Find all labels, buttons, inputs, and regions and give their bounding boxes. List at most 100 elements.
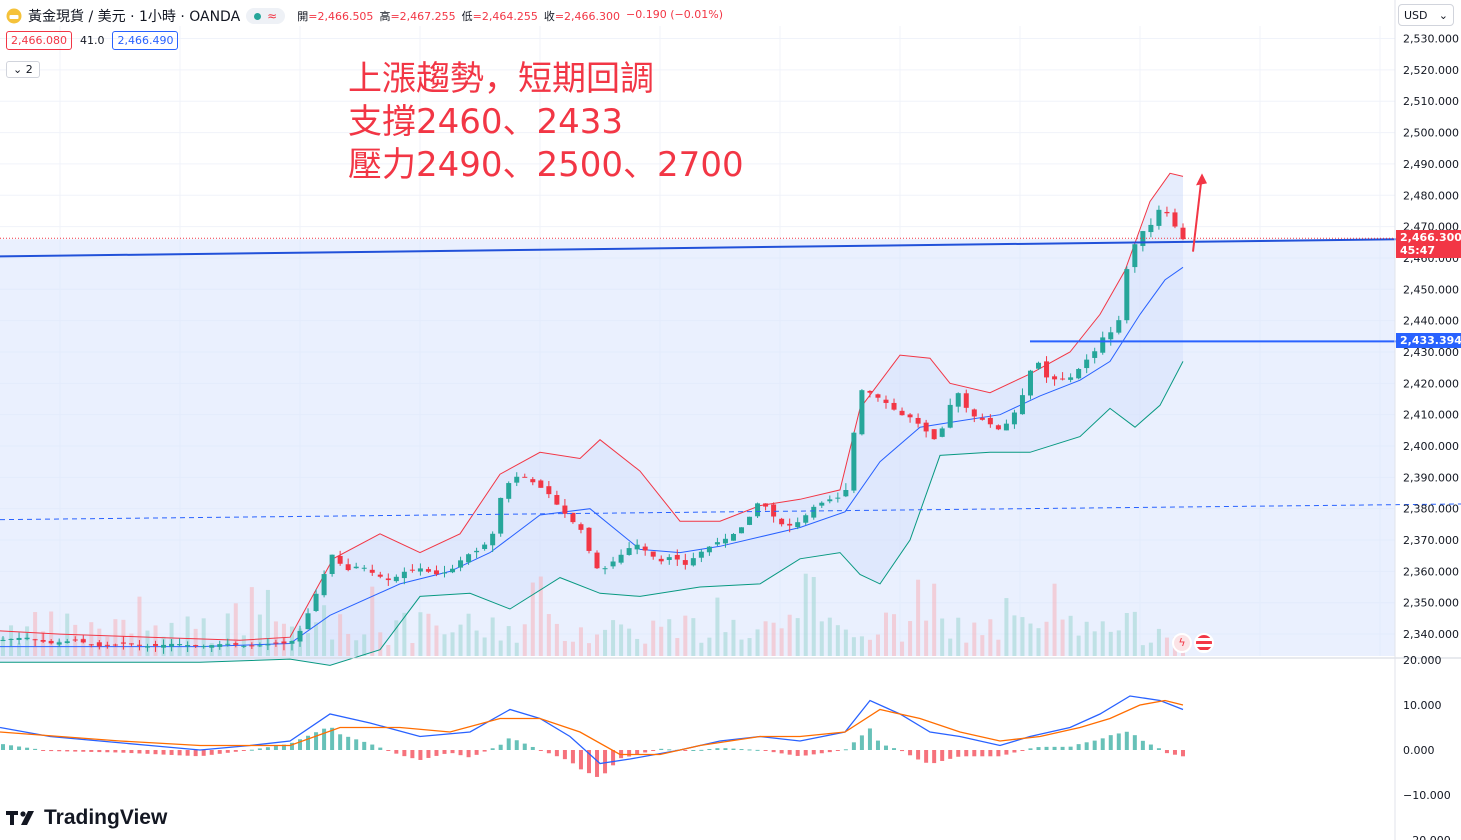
volume-bar: [370, 586, 375, 656]
macd-histogram-bar: [49, 750, 54, 752]
volume-bar: [113, 619, 118, 656]
tradingview-logo[interactable]: TradingView: [6, 806, 167, 830]
candle-body: [161, 644, 167, 648]
market-open-dot: [254, 12, 262, 20]
volume-bar: [875, 634, 880, 656]
candle-body: [1011, 412, 1017, 425]
macd-histogram-bar: [643, 750, 648, 753]
candle-body: [104, 644, 110, 646]
last-price-value: 2,466.300: [1400, 231, 1461, 245]
macd-histogram-bar: [1108, 735, 1113, 750]
candle-body: [169, 643, 175, 647]
indicator-toggle-button[interactable]: ⌄ 2: [6, 61, 40, 78]
macd-histogram-bar: [322, 728, 327, 750]
macd-histogram-bar: [924, 750, 929, 763]
macd-histogram-bar: [506, 738, 511, 750]
trendline-dashed[interactable]: [0, 503, 1461, 521]
lightning-icon[interactable]: ϟ: [1172, 633, 1192, 653]
candle-body: [690, 558, 696, 566]
up-arrow-annotation: [1192, 173, 1207, 252]
volume-bar: [819, 621, 824, 656]
volume-bar: [675, 637, 680, 656]
candle-body: [32, 639, 38, 641]
volume-bar: [651, 620, 656, 656]
volume-bar: [908, 621, 913, 656]
us-flag-icon[interactable]: [1194, 633, 1214, 653]
sell-price-button[interactable]: 2,466.080: [6, 31, 72, 50]
macd-histogram-bar: [595, 750, 600, 777]
volume-bar: [900, 641, 905, 656]
macd-histogram-bar: [996, 750, 1001, 757]
candle-body: [859, 390, 865, 435]
macd-histogram-bar: [41, 750, 46, 751]
price-tick-label: 2,420.000: [1403, 377, 1459, 390]
analysis-annotation[interactable]: 上漲趨勢，短期回調 支撐2460、2433 壓力2490、2500、2700: [348, 58, 744, 187]
macd-histogram-bar: [1036, 747, 1041, 750]
candle-body: [136, 644, 142, 646]
volume-bar: [386, 644, 391, 656]
candle-body: [0, 639, 6, 641]
volume-bar: [883, 612, 888, 656]
volume-bar: [916, 579, 921, 656]
volume-bar: [892, 614, 897, 656]
volume-bar: [1124, 612, 1129, 656]
candle-body: [281, 641, 287, 644]
macd-histogram-bar: [249, 749, 254, 751]
macd-histogram-bar: [137, 750, 142, 754]
price-tick-label: 2,340.000: [1403, 628, 1459, 641]
buy-price-button[interactable]: 2,466.490: [112, 31, 179, 50]
currency-label: USD: [1404, 8, 1428, 22]
macd-histogram-bar: [1100, 738, 1105, 750]
macd-histogram-bar: [851, 742, 856, 750]
candle-body: [24, 637, 30, 640]
macd-tick-label: 20.000: [1403, 654, 1442, 667]
macd-histogram-bar: [169, 750, 174, 755]
candle-body: [594, 552, 600, 569]
volume-bar: [731, 619, 736, 656]
candle-body: [642, 546, 648, 551]
ohlc-values: 開=2,466.505 高=2,467.255 低=2,464.255 收=2,466…: [297, 8, 723, 24]
candle-body: [1068, 377, 1074, 380]
volume-bar: [811, 576, 816, 656]
volume-bar: [418, 612, 423, 656]
macd-histogram-bar: [17, 746, 22, 750]
candle-body: [811, 506, 817, 518]
macd-histogram-bar: [1, 744, 5, 750]
volume-bar: [514, 642, 519, 656]
candle-body: [1180, 227, 1186, 240]
volume-bar: [803, 573, 808, 656]
candle-body: [578, 524, 584, 530]
macd-histogram-bar: [402, 750, 407, 757]
price-tick-label: 2,390.000: [1403, 471, 1459, 484]
candle-body: [1092, 351, 1098, 358]
macd-histogram-bar: [394, 750, 399, 754]
event-badges[interactable]: ϟ: [1172, 633, 1214, 653]
candle-body: [915, 417, 921, 424]
macd-histogram-bar: [908, 750, 913, 756]
volume-bar: [980, 635, 985, 656]
candle-body: [1156, 209, 1162, 226]
candle-body: [706, 546, 712, 553]
candle-body: [947, 404, 953, 428]
volume-bar: [699, 642, 704, 656]
market-status-pill[interactable]: ≈: [246, 8, 286, 24]
currency-select[interactable]: USD ⌄: [1398, 4, 1454, 26]
volume-bar: [394, 620, 399, 656]
macd-histogram-bar: [723, 748, 728, 750]
price-tick-label: 2,380.000: [1403, 503, 1459, 516]
ohlc-key: 高: [379, 10, 391, 23]
volume-bar: [787, 614, 792, 656]
macd-histogram-bar: [715, 748, 720, 750]
candle-body: [193, 645, 199, 647]
candle-body: [722, 538, 728, 544]
macd-histogram-bar: [940, 750, 945, 761]
volume-bar: [354, 640, 359, 656]
candle-body: [1027, 370, 1033, 396]
macd-histogram-bar: [731, 748, 736, 750]
ohlc-value: =2,466.300: [554, 10, 621, 23]
symbol-title[interactable]: 黃金現貨 / 美元 · 1小時 · OANDA: [28, 9, 241, 25]
candle-body: [466, 554, 472, 563]
trendline-solid[interactable]: [0, 237, 1461, 258]
volume-bar: [378, 632, 383, 656]
